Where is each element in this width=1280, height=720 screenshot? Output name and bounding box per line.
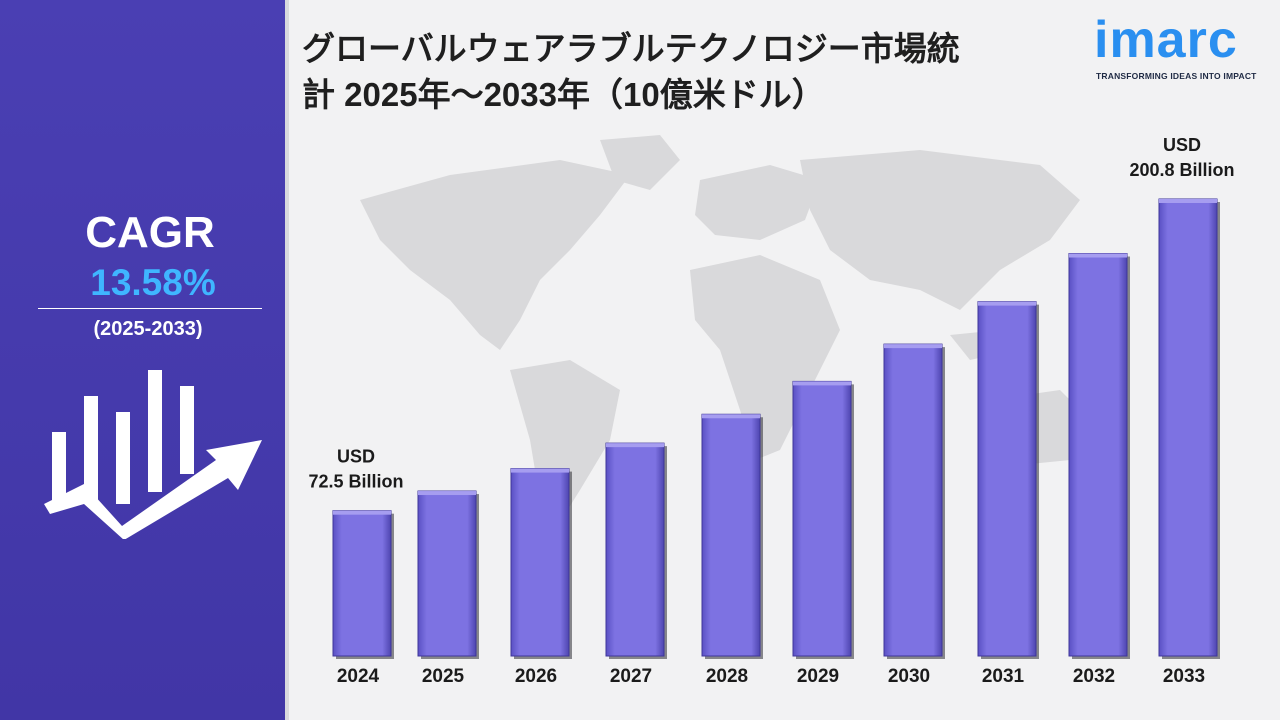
data-label-currency: USD — [1163, 135, 1201, 155]
bar-2031 — [977, 301, 1037, 657]
x-tick-label: 2031 — [982, 666, 1025, 687]
logo-word: imarc — [1094, 11, 1238, 69]
x-tick-label: 2027 — [610, 666, 652, 687]
bar-top-2025 — [418, 491, 476, 496]
bar-top-2027 — [606, 443, 664, 448]
bar-top-2024 — [333, 510, 391, 515]
data-label-value: 72.5 Billion — [308, 472, 403, 492]
x-tick-label: 2029 — [797, 666, 839, 687]
growth-chart-icon — [44, 370, 262, 539]
data-label-currency: USD — [337, 447, 375, 467]
bar-2033 — [1158, 198, 1218, 657]
data-label-value: 200.8 Billion — [1129, 160, 1234, 180]
bar-top-2026 — [511, 468, 569, 473]
imarc-logo: imarc TRANSFORMING IDEAS INTO IMPACT — [1094, 10, 1264, 90]
bar-top-2030 — [884, 344, 942, 349]
bar-2024 — [332, 510, 392, 657]
bar-top-2029 — [793, 381, 851, 386]
bar-top-2028 — [702, 414, 760, 419]
x-tick-label: 2032 — [1073, 666, 1115, 687]
bar-2028 — [701, 413, 761, 657]
bar-2029 — [792, 380, 852, 657]
bar-top-2032 — [1069, 253, 1127, 258]
chart-title: グローバルウェアラブルテクノロジー市場統 計 2025年〜2033年（10億米ド… — [302, 30, 960, 113]
cagr-value: 13.58% — [90, 262, 216, 303]
x-tick-label: 2024 — [337, 666, 380, 687]
bar-top-2031 — [978, 301, 1036, 306]
bar-2026 — [510, 468, 570, 657]
panel-divider — [285, 0, 289, 720]
world-map-background — [360, 135, 1090, 530]
x-tick-label: 2026 — [515, 666, 557, 687]
x-tick-label: 2033 — [1163, 666, 1205, 687]
cagr-divider — [38, 308, 262, 309]
bar-2032 — [1068, 253, 1128, 657]
cagr-label: CAGR — [85, 208, 215, 257]
cagr-panel — [0, 0, 285, 720]
bar-2025 — [417, 490, 477, 657]
x-tick-label: 2030 — [888, 666, 930, 687]
cagr-period: (2025-2033) — [93, 318, 203, 340]
bar-top-2033 — [1159, 199, 1217, 203]
bar-2027 — [605, 442, 665, 657]
logo-tagline: TRANSFORMING IDEAS INTO IMPACT — [1096, 71, 1257, 81]
x-tick-label: 2028 — [706, 666, 748, 687]
bar-2030 — [883, 343, 943, 657]
x-tick-label: 2025 — [422, 666, 465, 687]
